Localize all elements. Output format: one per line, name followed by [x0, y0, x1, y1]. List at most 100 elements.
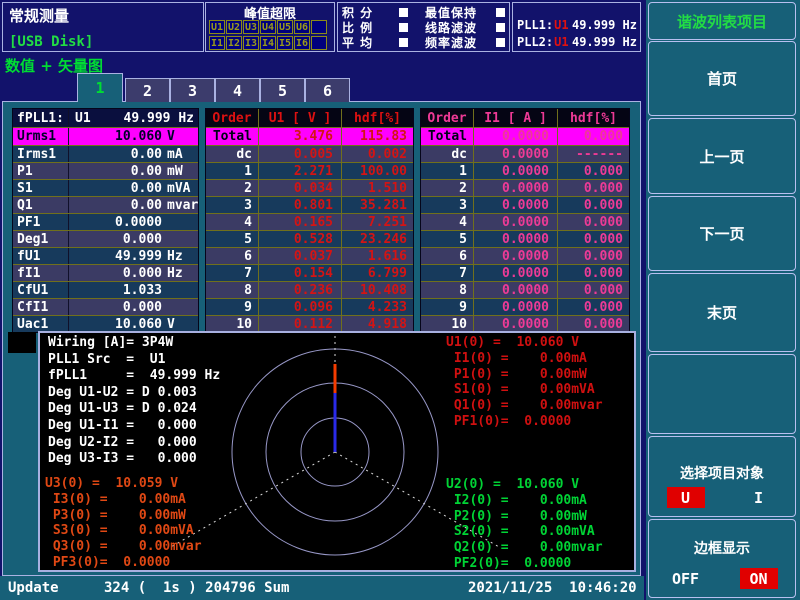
harmonic-hdf: 10.408: [360, 282, 407, 298]
border-display-button[interactable]: 边框显示 OFF ON: [648, 519, 796, 598]
measurement-label: P1: [13, 163, 69, 179]
order-column-header: Order: [206, 109, 259, 127]
checkbox-indicator-icon: [496, 23, 505, 32]
harmonic-hdf: 0.000: [583, 197, 623, 213]
peak-over-limit-cell: I5: [277, 36, 293, 50]
harmonic-page-tab[interactable]: 1: [77, 73, 123, 102]
harmonic-value: 0.0000: [474, 231, 558, 247]
measurement-label: PF1: [13, 214, 69, 230]
harmonic-hdf: 6.799: [367, 265, 407, 281]
harmonic-page-tab[interactable]: 3: [170, 78, 215, 102]
checkbox-indicator-icon: [399, 23, 408, 32]
harmonic-hdf: 0.000: [583, 214, 623, 230]
harmonic-value: 0.165: [259, 214, 342, 230]
order-column-header: Order: [421, 109, 474, 127]
harmonic-value: 0.0000: [474, 282, 558, 298]
harmonic-row: dc 0.005 0.002: [206, 145, 413, 162]
measurement-value: 10.060: [115, 316, 162, 332]
harmonic-hdf: 0.000: [583, 163, 623, 179]
harmonic-page-tab[interactable]: 6: [305, 78, 350, 102]
u1-column-header: U1 [ V ]: [259, 109, 342, 127]
harmonic-value: 0.112: [259, 316, 342, 332]
pll2-readout: PLL2: U1 49.999 Hz: [517, 35, 637, 49]
harmonic-hdf: 7.251: [367, 214, 407, 230]
harmonic-page-tab[interactable]: 5: [260, 78, 305, 102]
harmonic-row: 10 0.0000 0.000: [421, 315, 629, 332]
harmonic-value: 0.034: [259, 180, 342, 196]
sidebar-page-button[interactable]: 首页: [648, 41, 796, 116]
measurement-unit: Hz: [167, 265, 183, 281]
measurement-label: Uac1: [13, 316, 69, 332]
harmonic-row: 1 0.0000 0.000: [421, 162, 629, 179]
pll-panel: PLL1: U1 49.999 Hz PLL2: U1 49.999 Hz: [512, 2, 641, 52]
vector-text-line: P3(0) = 0.00mW: [45, 507, 186, 523]
fpll1-source: U1: [75, 110, 91, 126]
vector-text-line: I2(0) = 0.00mA: [446, 492, 587, 508]
option-off[interactable]: OFF: [671, 569, 700, 588]
harmonic-row: Total 0.0000 0.000: [421, 128, 629, 145]
harmonic-value: 0.0000: [474, 128, 558, 145]
sidebar-page-button[interactable]: 末页: [648, 273, 796, 352]
harmonic-hdf: 0.000: [583, 231, 623, 247]
harmonic-value: 0.0000: [474, 197, 558, 213]
measurement-unit: V: [167, 316, 175, 332]
harmonic-hdf: 0.002: [367, 146, 407, 162]
vector-text-line: Deg U1-U3 = D 0.024: [48, 401, 197, 417]
sidebar-page-button[interactable]: 上一页: [648, 118, 796, 194]
vector-text-line: Deg U1-I1 = 0.000: [48, 417, 197, 433]
peak-over-limit-cell: U6: [294, 20, 310, 34]
harmonic-row: 5 0.0000 0.000: [421, 230, 629, 247]
harmonic-hdf: 0.000: [583, 265, 623, 281]
harmonic-hdf: 0.000: [583, 248, 623, 264]
measurement-label: Deg1: [13, 231, 69, 247]
harmonic-hdf: 35.281: [360, 197, 407, 213]
harmonic-value: 0.0000: [474, 163, 558, 179]
measurement-row: PF1 0.0000: [13, 213, 198, 230]
harmonic-order: 5: [421, 231, 474, 247]
peak-over-limit-cell: U5: [277, 20, 293, 34]
harmonic-value: 0.0000: [474, 316, 558, 332]
option-on[interactable]: ON: [739, 568, 778, 589]
checkbox-indicator-icon: [496, 8, 505, 17]
fpll1-label: fPLL1:: [13, 109, 69, 127]
peak-current-row: I1 I2 I3 I4 I5 I6: [209, 36, 328, 50]
sidebar-page-button[interactable]: 下一页: [648, 196, 796, 271]
measurement-table: fPLL1: U1 49.999 Hz Urms1 10.060 V Irms1…: [12, 108, 199, 333]
measurement-value: 0.00: [130, 163, 162, 179]
harmonic-hdf: 0.000: [583, 180, 623, 196]
harmonic-order: 5: [206, 231, 259, 247]
measurement-label: fI1: [13, 265, 69, 281]
measurement-value: 0.000: [122, 299, 162, 315]
vector-text-line: P2(0) = 0.00mW: [446, 508, 587, 524]
harmonic-page-tab[interactable]: 2: [125, 78, 170, 102]
option-i[interactable]: I: [753, 488, 764, 507]
option-u[interactable]: U: [666, 487, 705, 508]
measurement-row: Urms1 10.060 V: [13, 128, 198, 145]
harmonic-order: 8: [421, 282, 474, 298]
hdf-column-header: hdf[%]: [354, 110, 401, 126]
harmonic-hdf: 4.233: [367, 299, 407, 315]
sidebar-empty-button[interactable]: [648, 354, 796, 434]
harmonic-hdf: 0.000: [583, 282, 623, 298]
harmonic-order: 7: [421, 265, 474, 281]
measurement-row: Irms1 0.00 mA: [13, 145, 198, 162]
harmonic-value: 0.005: [259, 146, 342, 162]
status-bar: Update 324 ( 1s ) 204796 Sum 2021/11/25 …: [0, 576, 644, 600]
vector-text-line: Q3(0) = 0.00mvar: [45, 539, 202, 555]
peak-over-limit-cell: I1: [209, 36, 225, 50]
peak-over-limit-cell: I3: [243, 36, 259, 50]
peak-over-limit-cell: U1: [209, 20, 225, 34]
harmonic-order: 6: [206, 248, 259, 264]
hdf-column-header: hdf[%]: [570, 110, 617, 126]
measurement-unit: Hz: [167, 248, 183, 264]
usb-disk-label: [USB Disk]: [9, 34, 94, 50]
harmonic-hdf: ------: [576, 146, 623, 162]
harmonic-value: 0.528: [259, 231, 342, 247]
measurement-row: fI1 0.000 Hz: [13, 264, 198, 281]
select-item-object-button[interactable]: 选择项目对象 U I: [648, 436, 796, 517]
datetime-label: 2021/11/25 10:46:20: [468, 580, 637, 596]
harmonic-page-tab[interactable]: 4: [215, 78, 260, 102]
harmonic-order: 8: [206, 282, 259, 298]
harmonic-order: 4: [206, 214, 259, 230]
measurement-value: 0.000: [122, 231, 162, 247]
